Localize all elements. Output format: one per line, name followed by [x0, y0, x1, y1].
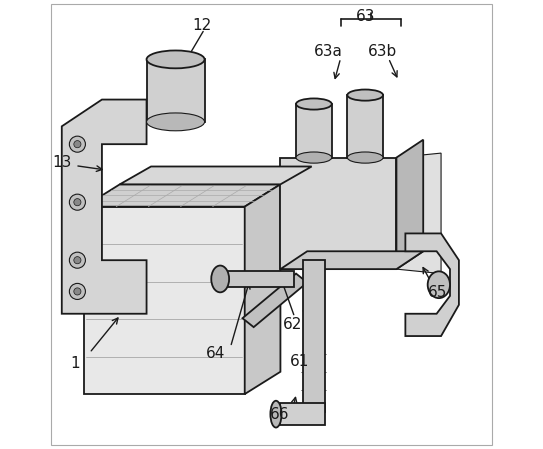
- Text: 13: 13: [52, 155, 72, 171]
- Polygon shape: [243, 273, 307, 327]
- Circle shape: [74, 288, 81, 295]
- Circle shape: [74, 257, 81, 264]
- Ellipse shape: [348, 152, 383, 163]
- Ellipse shape: [211, 265, 229, 292]
- Text: 62: 62: [283, 317, 302, 332]
- Text: 63b: 63b: [368, 44, 397, 59]
- Polygon shape: [396, 140, 423, 269]
- Polygon shape: [84, 185, 280, 207]
- Text: 1: 1: [71, 356, 80, 371]
- Polygon shape: [218, 271, 294, 287]
- Ellipse shape: [296, 98, 332, 110]
- Polygon shape: [396, 153, 441, 273]
- Circle shape: [74, 198, 81, 206]
- Ellipse shape: [296, 152, 332, 163]
- Polygon shape: [62, 100, 147, 314]
- Ellipse shape: [147, 50, 205, 68]
- Polygon shape: [84, 207, 245, 394]
- Text: 65: 65: [428, 285, 447, 300]
- Text: 12: 12: [193, 18, 212, 33]
- Ellipse shape: [348, 89, 383, 101]
- Polygon shape: [120, 167, 312, 185]
- Text: 66: 66: [270, 407, 289, 422]
- Polygon shape: [280, 251, 423, 269]
- Circle shape: [74, 141, 81, 148]
- Circle shape: [70, 252, 85, 268]
- Circle shape: [70, 194, 85, 210]
- Circle shape: [70, 283, 85, 299]
- Polygon shape: [280, 158, 396, 269]
- Text: 63a: 63a: [314, 44, 343, 59]
- Ellipse shape: [147, 113, 205, 131]
- Text: 61: 61: [289, 354, 309, 370]
- Polygon shape: [303, 260, 325, 412]
- Ellipse shape: [428, 271, 450, 298]
- Text: 64: 64: [206, 346, 225, 361]
- Text: 63: 63: [356, 9, 375, 24]
- Polygon shape: [280, 403, 325, 425]
- Polygon shape: [147, 59, 205, 122]
- Polygon shape: [296, 104, 332, 158]
- Polygon shape: [348, 95, 383, 158]
- Ellipse shape: [270, 401, 281, 427]
- Polygon shape: [406, 233, 459, 336]
- Polygon shape: [245, 185, 280, 394]
- Circle shape: [70, 136, 85, 152]
